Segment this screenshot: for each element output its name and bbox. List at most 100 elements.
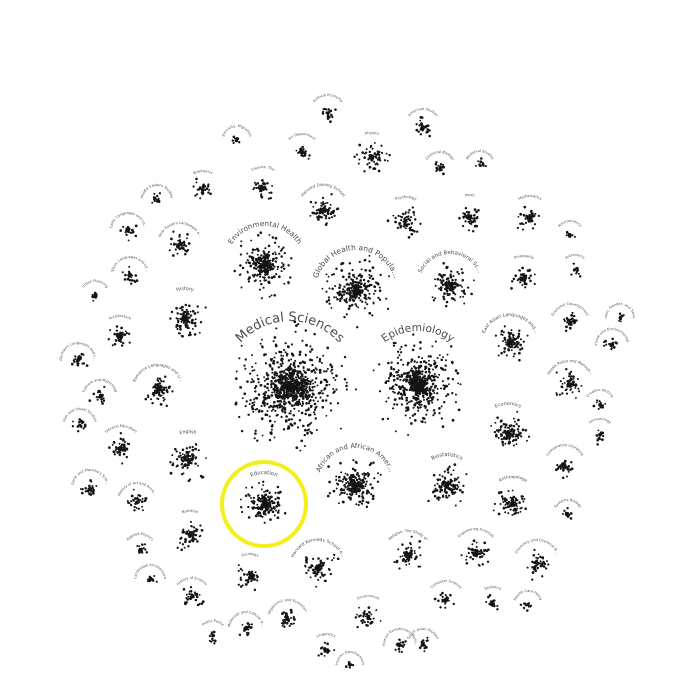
cluster-24[interactable] [252,179,274,200]
data-point [301,391,304,394]
data-point [265,500,268,503]
cluster-49[interactable] [238,622,253,637]
cluster-7[interactable] [427,463,468,507]
cluster-44[interactable] [485,594,499,611]
cluster-2[interactable] [321,254,390,329]
data-point [367,614,370,617]
data-point [156,378,159,381]
cluster-37[interactable] [433,591,455,609]
data-point [406,402,409,405]
data-point [413,404,417,407]
cluster-3[interactable] [233,231,293,300]
data-point [272,361,275,365]
data-point [576,377,579,381]
cluster-19[interactable] [353,141,391,173]
cluster-16[interactable] [555,367,583,399]
cluster-48[interactable] [71,418,87,433]
data-point [447,287,450,290]
data-point [561,476,565,480]
data-point [444,606,447,609]
cluster-29[interactable] [176,520,204,552]
data-point [325,383,328,387]
cluster-12[interactable] [144,375,174,408]
cluster-5[interactable] [431,262,475,308]
cluster-43[interactable] [418,636,429,653]
cluster-18[interactable] [309,193,340,226]
cluster-6[interactable] [239,480,287,524]
cluster-28[interactable] [126,488,148,512]
cluster-11[interactable] [169,442,207,483]
cluster-26[interactable] [107,325,131,347]
data-point [192,526,196,529]
data-point [282,395,285,398]
data-point [251,354,254,357]
cluster-39[interactable] [121,265,139,285]
cluster-42[interactable] [394,638,407,654]
cluster-35[interactable] [554,459,574,480]
cluster-38[interactable] [563,311,578,333]
cluster-36[interactable] [280,608,296,628]
data-point [475,211,478,214]
data-point [501,498,504,501]
data-point [91,485,94,488]
data-point [204,188,207,192]
data-point [314,201,317,204]
data-point [378,150,381,154]
cluster-46[interactable] [70,352,89,367]
data-point [518,358,521,362]
cluster-4[interactable] [326,459,382,509]
cluster-41[interactable] [317,641,336,657]
data-point [379,273,382,277]
cluster-27[interactable] [108,432,131,465]
data-point [301,375,304,378]
data-point [129,231,133,235]
cluster-22[interactable] [516,205,540,231]
data-point [447,280,451,284]
data-point [262,266,265,269]
data-point [288,371,292,375]
data-point [278,406,281,409]
data-point [179,541,182,544]
data-point [343,285,346,288]
data-point [254,390,257,393]
data-point [81,488,84,491]
cluster-30[interactable] [237,564,259,592]
data-point [270,428,273,431]
data-point [275,256,278,260]
cluster-0[interactable] [234,320,357,452]
cluster-17[interactable] [386,206,422,239]
cluster-15[interactable] [492,489,528,516]
cluster-45[interactable] [79,479,98,496]
cluster-47[interactable] [88,385,106,405]
data-point [540,565,543,568]
data-point [272,408,275,411]
cluster-40[interactable] [119,224,138,242]
cluster-23[interactable] [168,230,191,257]
cluster-9[interactable] [494,325,529,362]
data-point [273,376,276,379]
cluster-8[interactable] [490,410,531,447]
cluster-25[interactable] [192,177,212,200]
data-point [434,365,438,369]
cluster-34[interactable] [526,548,550,581]
cluster-33[interactable] [460,539,490,567]
cluster-20[interactable] [458,206,480,233]
data-point [276,413,279,416]
data-point [290,383,293,386]
cluster-14[interactable] [393,535,422,570]
data-point [561,386,564,389]
cluster-31[interactable] [182,586,205,607]
cluster-50[interactable] [208,630,217,645]
data-point [256,503,259,506]
data-point [172,243,176,246]
cluster-21[interactable] [510,266,536,290]
cluster-1[interactable] [372,333,462,436]
cluster-13[interactable] [304,553,340,588]
data-point [419,565,422,568]
cluster-10[interactable] [169,303,207,338]
data-point [367,279,370,283]
cluster-32[interactable] [354,606,382,629]
data-point [121,443,124,446]
data-point [276,396,280,399]
data-point [444,594,447,597]
